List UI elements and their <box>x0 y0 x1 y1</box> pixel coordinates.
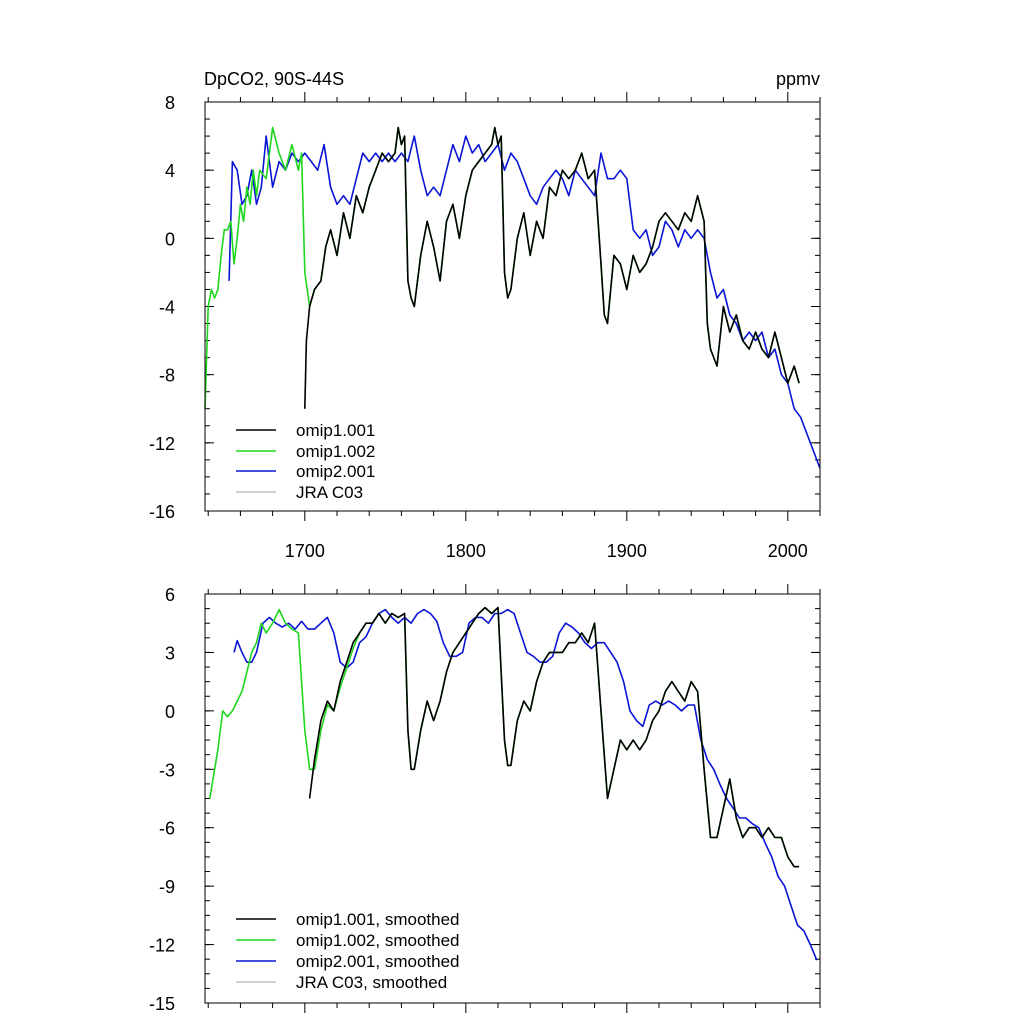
y-tick-label: -4 <box>159 298 175 318</box>
bottom-panel: 6 3 0 -3 -6 -9 -12 -15 omip1.001, smoothed omip… <box>149 584 821 1014</box>
y-tick-label: 4 <box>165 161 175 181</box>
top-plot-area <box>204 126 821 469</box>
legend-label-omip1-002: omip1.002 <box>296 442 375 461</box>
x-tick-label: 1700 <box>285 541 325 561</box>
top-panel: DpCO2, 90S-44S ppmv 8 4 0 -4 -8 -12 -16 1700 180… <box>149 69 821 561</box>
y-tick-label: 6 <box>165 585 175 605</box>
top-axes: 8 4 0 -4 -8 -12 -16 1700 1800 1900 2000 <box>149 92 821 561</box>
bottom-legend: omip1.001, smoothed omip1.002, smoothed … <box>236 910 460 992</box>
legend-label-omip1-001: omip1.001 <box>296 421 375 440</box>
y-tick-label: -3 <box>159 760 175 780</box>
series-line-omip2-001-smoothed <box>233 608 818 961</box>
y-tick-label: -12 <box>149 434 175 454</box>
legend-label-omip1-002-smoothed: omip1.002, smoothed <box>296 931 460 950</box>
bottom-axes: 6 3 0 -3 -6 -9 -12 -15 <box>149 584 821 1014</box>
y-tick-label: 8 <box>165 93 175 113</box>
y-tick-label: -6 <box>159 819 175 839</box>
y-tick-label: -15 <box>149 994 175 1014</box>
legend-label-omip2-001-smoothed: omip2.001, smoothed <box>296 952 460 971</box>
top-title-right: ppmv <box>776 69 820 89</box>
y-tick-label: -9 <box>159 877 175 897</box>
y-tick-label: 0 <box>165 702 175 722</box>
x-tick-label: 1900 <box>607 541 647 561</box>
y-tick-label: 0 <box>165 229 175 249</box>
y-tick-label: -16 <box>149 502 175 522</box>
y-tick-label: 3 <box>165 643 175 663</box>
legend-label-omip2-001: omip2.001 <box>296 462 375 481</box>
series-line-omip1-001-smoothed <box>308 606 800 868</box>
x-tick-label: 1800 <box>446 541 486 561</box>
bottom-plot-frame <box>204 593 821 1004</box>
legend-label-omip1-001-smoothed: omip1.001, smoothed <box>296 910 460 929</box>
top-title-left: DpCO2, 90S-44S <box>204 69 344 89</box>
x-tick-label: 2000 <box>768 541 808 561</box>
legend-label-jra-c03: JRA C03 <box>296 483 363 502</box>
legend-label-jra-c03-smoothed: JRA C03, smoothed <box>296 973 447 992</box>
y-tick-label: -12 <box>149 936 175 956</box>
series-line-omip2-001 <box>228 135 821 469</box>
top-plot-frame <box>204 101 821 512</box>
y-tick-label: -8 <box>159 366 175 386</box>
top-legend: omip1.001 omip1.002 omip2.001 JRA C03 <box>236 421 375 502</box>
series-line-omip1-001 <box>304 126 800 409</box>
bottom-plot-area <box>209 606 818 961</box>
